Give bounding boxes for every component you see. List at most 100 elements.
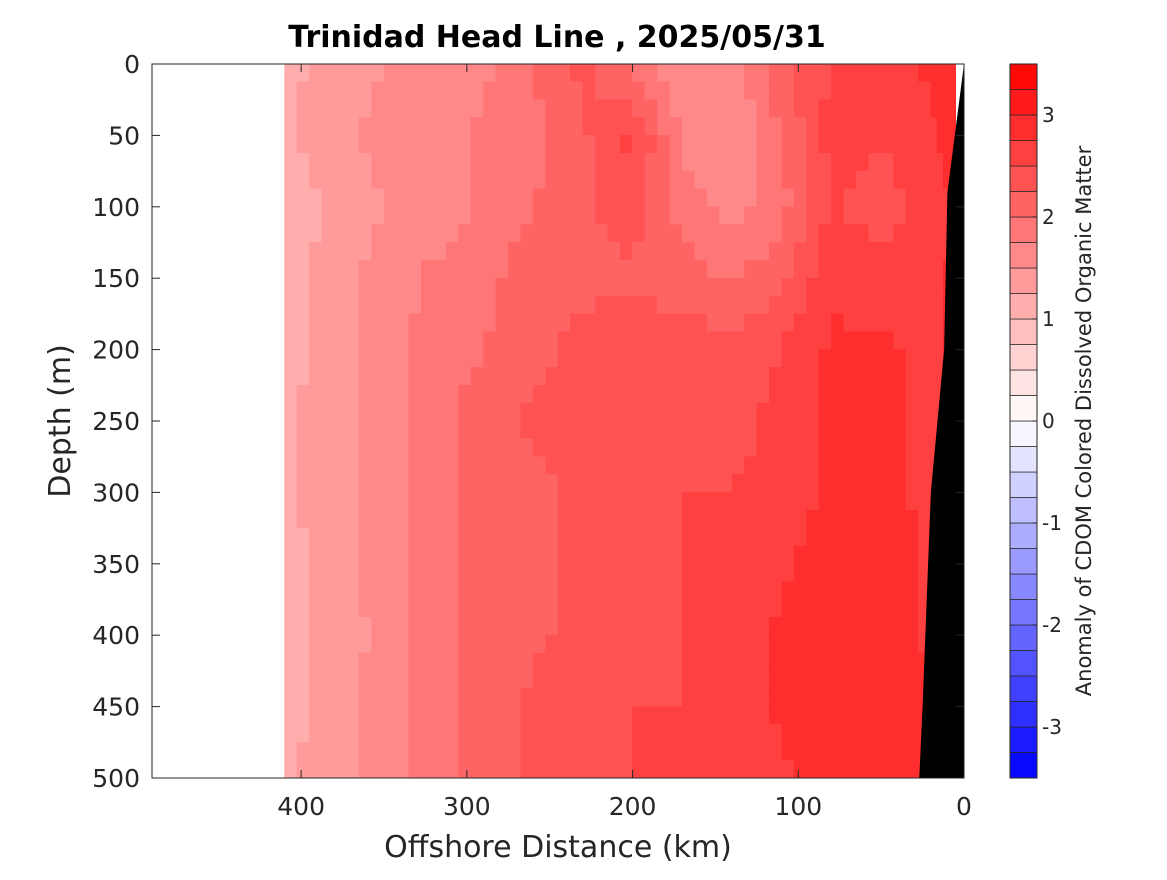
contour-cell <box>420 367 435 386</box>
contour-cell <box>358 188 372 208</box>
contour-cell <box>706 438 720 457</box>
contour-cell <box>520 688 534 707</box>
contour-cell <box>532 277 546 297</box>
contour-cell <box>818 152 832 172</box>
contour-cell <box>619 295 633 315</box>
contour-cell <box>520 706 534 725</box>
contour-cell <box>346 188 360 208</box>
contour-cell <box>657 474 671 493</box>
contour-cell <box>371 117 385 136</box>
contour-cell <box>855 545 870 565</box>
contour-cell <box>371 581 385 600</box>
contour-cell <box>905 581 919 600</box>
contour-cell <box>719 385 733 404</box>
contour-cell <box>818 724 832 743</box>
contour-cell <box>768 688 783 707</box>
contour-cell <box>669 242 683 261</box>
contour-cell <box>433 527 447 547</box>
contour-cell <box>644 652 658 672</box>
contour-cell <box>582 349 596 368</box>
contour-cell <box>445 545 459 565</box>
contour-cell <box>619 188 633 208</box>
contour-cell <box>284 706 298 725</box>
contour-cell <box>781 670 795 690</box>
contour-cell <box>396 652 410 672</box>
contour-cell <box>781 99 795 118</box>
contour-cell <box>868 420 882 440</box>
contour-cell <box>744 420 758 440</box>
contour-cell <box>744 670 758 690</box>
contour-cell <box>880 152 894 172</box>
contour-cell <box>706 581 720 600</box>
contour-cell <box>309 438 323 457</box>
contour-cell <box>731 260 745 279</box>
contour-cell <box>669 402 683 422</box>
contour-cell <box>905 367 919 386</box>
contour-cell <box>681 456 696 475</box>
contour-cell <box>818 492 832 511</box>
contour-cell <box>470 688 484 707</box>
contour-cell <box>768 456 783 475</box>
contour-cell <box>396 385 410 404</box>
contour-cell <box>843 206 857 225</box>
contour-cell <box>756 581 770 600</box>
contour-cell <box>632 224 646 243</box>
contour-cell <box>681 135 696 154</box>
contour-cell <box>831 313 845 333</box>
contour-cell <box>942 81 950 100</box>
contour-cell <box>470 117 484 136</box>
contour-cell <box>706 313 720 333</box>
contour-cell <box>445 438 459 457</box>
contour-cell <box>532 64 546 83</box>
contour-cell <box>893 759 907 778</box>
colorbar-swatch <box>1009 446 1038 473</box>
contour-cell <box>880 277 894 297</box>
contour-cell <box>669 331 683 350</box>
contour-cell <box>371 706 385 725</box>
contour-cell <box>843 509 857 529</box>
contour-cell <box>669 420 683 440</box>
contour-cell <box>756 331 770 350</box>
contour-cell <box>284 634 298 654</box>
contour-cell <box>420 581 435 600</box>
contour-cell <box>930 349 938 368</box>
contour-cell <box>669 277 683 297</box>
contour-cell <box>371 438 385 457</box>
contour-cell <box>358 135 372 154</box>
contour-cell <box>470 170 484 190</box>
contour-cell <box>346 385 360 404</box>
colorbar-swatch <box>1009 216 1038 243</box>
contour-cell <box>619 81 633 100</box>
contour-cell <box>458 581 472 600</box>
contour-cell <box>520 492 534 511</box>
contour-cell <box>781 474 795 493</box>
contour-cell <box>768 206 783 225</box>
contour-cell <box>905 295 919 315</box>
contour-cell <box>582 545 596 565</box>
contour-cell <box>296 724 310 743</box>
contour-cell <box>768 492 783 511</box>
x-tick-label: 100 <box>774 792 822 821</box>
contour-cell <box>607 617 621 636</box>
contour-cell <box>868 206 882 225</box>
contour-cell <box>557 81 571 100</box>
contour-cell <box>669 670 683 690</box>
contour-cell <box>458 313 472 333</box>
contour-cell <box>358 117 372 136</box>
contour-cell <box>893 634 907 654</box>
contour-cell <box>781 456 795 475</box>
contour-cell <box>818 581 832 600</box>
contour-cell <box>806 349 820 368</box>
contour-cell <box>731 117 745 136</box>
contour-cell <box>669 135 683 154</box>
contour-cell <box>619 64 633 83</box>
contour-cell <box>893 367 907 386</box>
contour-cell <box>495 617 509 636</box>
contour-cell <box>831 652 845 672</box>
contour-cell <box>333 617 348 636</box>
contour-cell <box>570 438 584 457</box>
contour-cell <box>855 117 870 136</box>
contour-cell <box>557 99 571 118</box>
contour-cell <box>893 420 907 440</box>
